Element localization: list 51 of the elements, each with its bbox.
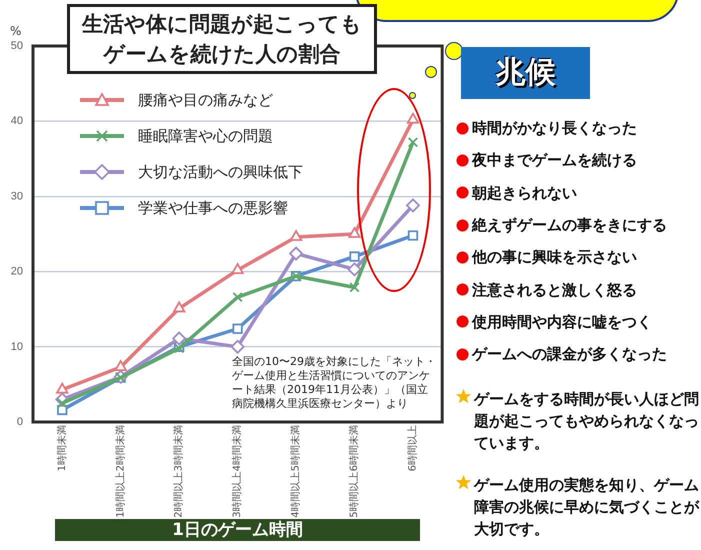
y-tick-label: 20 [10, 266, 23, 278]
text: 使用時間や内容に嘘をつく [472, 312, 652, 333]
x-tick-label: 4時間以上5時間未満 [290, 425, 302, 518]
text: ゲームへの課金が多くなった [472, 344, 667, 366]
point [348, 262, 362, 276]
text: 朝起きられない [472, 182, 577, 204]
text: 注意されると激しく怒る [472, 280, 637, 301]
legend-label: 睡眠障害や心の問題 [138, 126, 273, 146]
legend-label: 学業や仕事への悪影響 [138, 198, 288, 218]
point [349, 282, 360, 293]
x-axis-title: 1日のゲーム時間 [55, 519, 420, 541]
x-tick-label: 1時間以上2時間未満 [114, 425, 126, 518]
legend-label: 腰痛や目の痛みなど [138, 90, 273, 110]
point [408, 137, 418, 148]
point [173, 302, 186, 312]
point [172, 332, 186, 346]
chart-title: 生活や体に問題が起こってもゲームを続けた人の割合 [67, 4, 377, 74]
point [348, 227, 361, 238]
text: ゲームをする時間が長い人ほど問題が起こってもやめられなくなっています。 [474, 389, 699, 454]
x-tick-label: 6時間以上 [406, 425, 419, 472]
point [406, 198, 420, 212]
annotation: 全国の10〜29歳を対象にした「ネット・ゲーム使用と生活習慣についてのアンケート結果（2019年11月公表）」（国立病院機構久里浜医療センター）より [232, 355, 438, 411]
point [232, 324, 243, 334]
point [230, 340, 244, 354]
text: 兆候 [461, 47, 590, 99]
y-axis-title: % [10, 24, 22, 38]
point [289, 246, 303, 260]
text: 他の事に興味を示さない [472, 247, 637, 268]
y-tick-label: 0 [16, 416, 23, 428]
y-tick-label: 30 [10, 190, 23, 202]
point [57, 398, 68, 408]
point [232, 292, 243, 302]
y-tick-label: 40 [10, 115, 23, 128]
point [408, 230, 418, 241]
x-tick-label: 2時間以上3時間未満 [172, 425, 185, 518]
text: 夜中までゲームを続ける [472, 150, 637, 172]
point [232, 263, 244, 274]
point [406, 112, 420, 124]
y-tick-label: 50 [10, 40, 23, 52]
point [114, 360, 127, 372]
y-tick-label: 10 [10, 340, 23, 353]
point [349, 251, 360, 262]
text: 絶えずゲームの事をきにする [472, 215, 667, 236]
text: 時間がかなり長くなった [472, 118, 637, 140]
text: ゲーム使用の実態を知り、ゲーム障害の兆候に早めに気づくことが大切です。 [474, 475, 699, 540]
x-tick-label: 5時間以上6時間未満 [348, 425, 360, 518]
x-tick-label: 1時間未満 [56, 425, 68, 472]
point [56, 382, 68, 394]
point [290, 230, 302, 241]
legend-label: 大切な活動への興味低下 [138, 162, 303, 182]
x-tick-label: 3時間以上4時間未満 [231, 425, 244, 518]
